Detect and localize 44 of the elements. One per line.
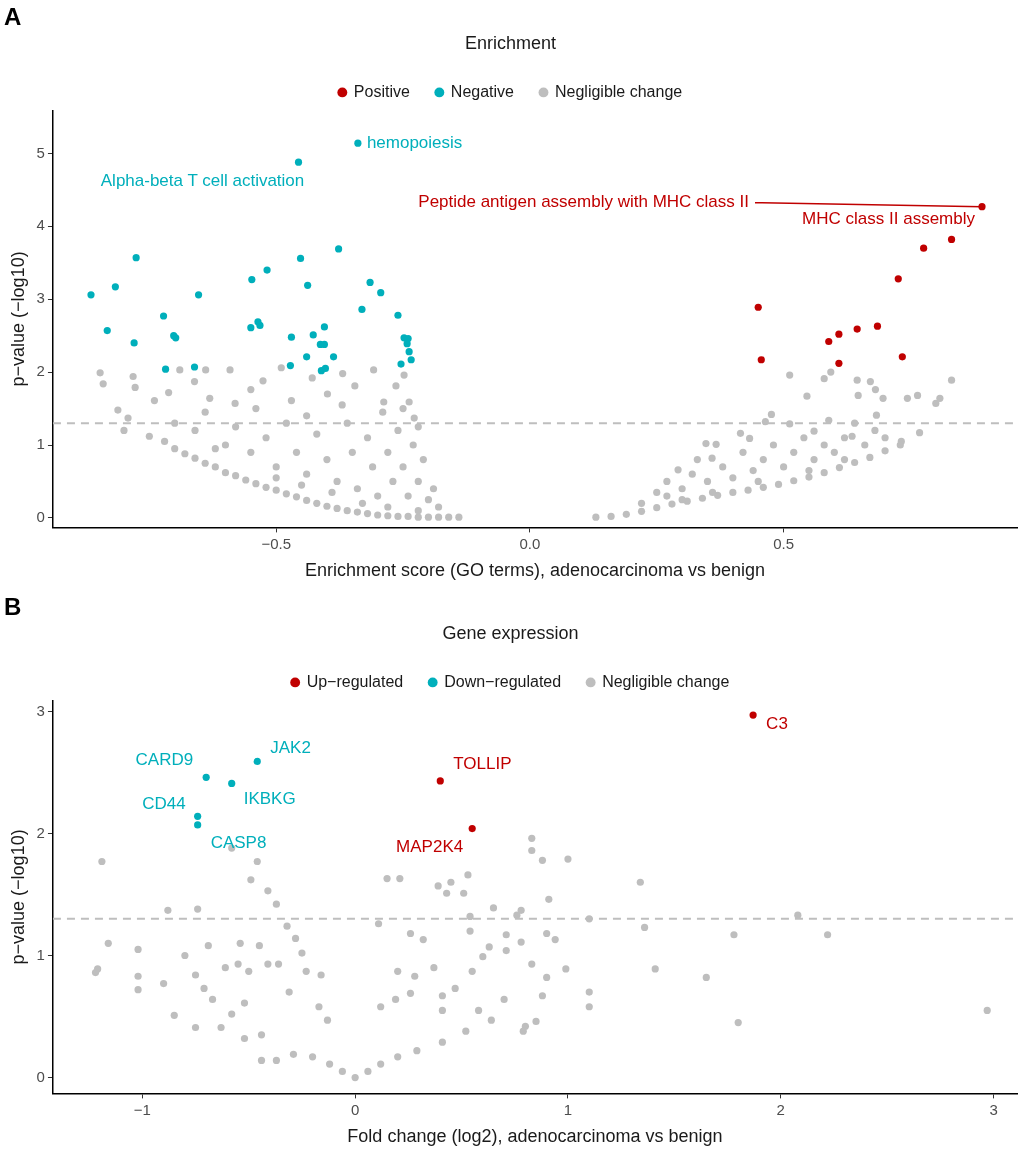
y-tick-label: 2 bbox=[36, 362, 45, 380]
annotation: JAK2 bbox=[270, 738, 311, 758]
x-tick-label: 2 bbox=[776, 1100, 785, 1118]
annotation: Peptide antigen assembly with MHC class II bbox=[418, 192, 749, 212]
legend-label: Negative bbox=[450, 82, 515, 100]
x-tick-label: 0.0 bbox=[519, 534, 541, 552]
y-tick-label: 1 bbox=[36, 435, 45, 453]
annotation: TOLLIP bbox=[453, 753, 512, 773]
y-tick-label: 0 bbox=[36, 1067, 45, 1085]
legend-label: Up−regulated bbox=[306, 672, 404, 690]
x-tick-label: −0.5 bbox=[261, 534, 292, 552]
x-tick-label: 0 bbox=[350, 1100, 360, 1118]
annotation: C3 bbox=[766, 713, 788, 733]
x-tick-label: 3 bbox=[989, 1100, 998, 1118]
annotation: MAP2K4 bbox=[396, 837, 464, 857]
x-tick-label: −1 bbox=[133, 1100, 151, 1118]
y-tick-label: 0 bbox=[36, 508, 45, 526]
x-axis-title: Fold change (log2), adenocarcinoma vs benign bbox=[347, 1126, 723, 1147]
y-tick-label: 1 bbox=[36, 945, 45, 963]
annotation: CASP8 bbox=[210, 832, 267, 852]
y-tick-label: 4 bbox=[36, 216, 45, 234]
x-tick-label: 0.5 bbox=[773, 534, 795, 552]
y-tick-label: 5 bbox=[36, 143, 45, 161]
legend-label: Negligible change bbox=[554, 82, 683, 100]
y-tick-label: 3 bbox=[36, 289, 45, 307]
annotation: CD44 bbox=[142, 794, 186, 814]
legend-title: Enrichment bbox=[464, 32, 557, 53]
annotation: hemopoiesis bbox=[366, 132, 463, 152]
annotation: IKBKG bbox=[243, 789, 296, 809]
y-axis-title: p−value (−log10) bbox=[7, 251, 28, 387]
x-axis-title: Enrichment score (GO terms), adenocarcinoma vs benign bbox=[304, 560, 766, 581]
x-tick-label: 1 bbox=[563, 1100, 573, 1118]
legend-title: Gene expression bbox=[442, 622, 579, 643]
chart-title: A bbox=[4, 3, 22, 31]
y-tick-label: 2 bbox=[36, 823, 45, 841]
annotation: MHC class II assembly bbox=[802, 209, 976, 229]
annotation: Alpha-beta T cell activation bbox=[100, 170, 305, 190]
legend-label: Positive bbox=[353, 82, 410, 100]
annotation: CARD9 bbox=[135, 749, 194, 769]
chart-title: B bbox=[4, 593, 22, 621]
legend-label: Negligible change bbox=[602, 672, 730, 690]
legend-label: Down−regulated bbox=[444, 672, 562, 690]
y-axis-title: p−value (−log10) bbox=[7, 829, 28, 965]
y-tick-label: 3 bbox=[36, 701, 45, 719]
